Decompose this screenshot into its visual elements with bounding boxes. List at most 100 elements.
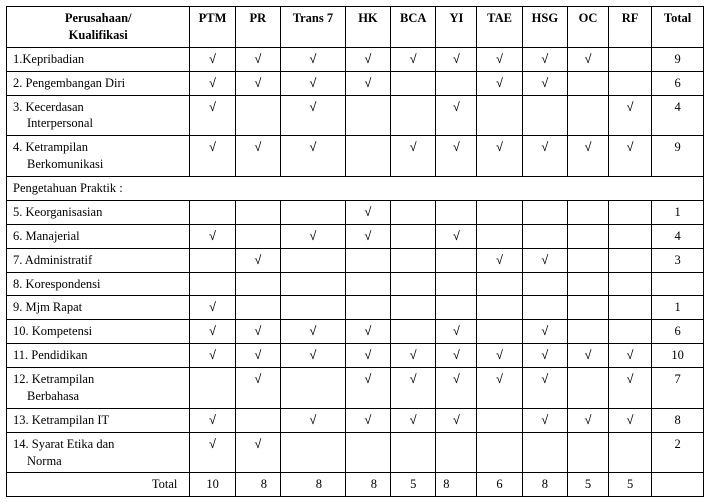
cell <box>391 272 436 296</box>
totals-cell: 5 <box>568 473 609 497</box>
cell <box>568 200 609 224</box>
cell <box>281 432 346 473</box>
cell <box>436 71 477 95</box>
header-col-hsg: HSG <box>522 7 567 48</box>
cell <box>568 224 609 248</box>
cell <box>609 320 652 344</box>
row-total: 10 <box>652 344 704 368</box>
cell <box>235 408 280 432</box>
cell: √ <box>345 320 390 344</box>
cell <box>235 200 280 224</box>
table-row: 7. Administratif√√√3 <box>7 248 704 272</box>
row-label: 14. Syarat Etika danNorma <box>7 432 190 473</box>
table-row: 8. Korespondensi <box>7 272 704 296</box>
cell: √ <box>235 136 280 177</box>
header-col-tae: TAE <box>477 7 522 48</box>
cell: √ <box>391 136 436 177</box>
cell: √ <box>609 344 652 368</box>
totals-cell: 8 <box>436 473 477 497</box>
cell <box>281 296 346 320</box>
cell <box>609 71 652 95</box>
cell: √ <box>568 344 609 368</box>
row-label: 8. Korespondensi <box>7 272 190 296</box>
header-col-oc: OC <box>568 7 609 48</box>
cell: √ <box>235 344 280 368</box>
cell: √ <box>190 136 235 177</box>
cell: √ <box>522 71 567 95</box>
cell: √ <box>522 344 567 368</box>
cell: √ <box>235 320 280 344</box>
cell: √ <box>190 344 235 368</box>
totals-cell: 10 <box>190 473 235 497</box>
cell: √ <box>609 368 652 409</box>
cell: √ <box>190 95 235 136</box>
cell: √ <box>345 344 390 368</box>
cell: √ <box>345 368 390 409</box>
cell: √ <box>522 136 567 177</box>
cell: √ <box>436 47 477 71</box>
cell <box>609 296 652 320</box>
row-total: 4 <box>652 95 704 136</box>
row-label: 13. Ketrampilan IT <box>7 408 190 432</box>
header-col-hk: HK <box>345 7 390 48</box>
cell: √ <box>391 408 436 432</box>
table-row: 10. Kompetensi√√√√√√6 <box>7 320 704 344</box>
cell <box>391 248 436 272</box>
totals-cell: 8 <box>522 473 567 497</box>
section-header: Pengetahuan Praktik : <box>7 177 704 201</box>
table-row: 11. Pendidikan√√√√√√√√√√10 <box>7 344 704 368</box>
cell: √ <box>522 47 567 71</box>
cell <box>436 248 477 272</box>
cell: √ <box>345 47 390 71</box>
cell <box>391 224 436 248</box>
cell: √ <box>190 408 235 432</box>
cell: √ <box>477 368 522 409</box>
cell: √ <box>190 432 235 473</box>
cell: √ <box>235 47 280 71</box>
row-total: 6 <box>652 71 704 95</box>
cell: √ <box>477 344 522 368</box>
row-total <box>652 272 704 296</box>
row-label: 7. Administratif <box>7 248 190 272</box>
cell <box>477 200 522 224</box>
cell: √ <box>235 432 280 473</box>
cell <box>609 272 652 296</box>
row-label: 11. Pendidikan <box>7 344 190 368</box>
row-total: 7 <box>652 368 704 409</box>
cell <box>568 95 609 136</box>
cell: √ <box>345 200 390 224</box>
cell: √ <box>436 224 477 248</box>
cell <box>281 200 346 224</box>
table-row: 5. Keorganisasian√1 <box>7 200 704 224</box>
totals-cell: 8 <box>235 473 280 497</box>
table-row: 14. Syarat Etika danNorma√√2 <box>7 432 704 473</box>
cell: √ <box>477 47 522 71</box>
cell <box>568 296 609 320</box>
cell <box>345 432 390 473</box>
table-row: 3. KecerdasanInterpersonal√√√√4 <box>7 95 704 136</box>
cell: √ <box>477 136 522 177</box>
totals-label: Total <box>7 473 190 497</box>
header-row: Perusahaan/ Kualifikasi PTMPRTrans 7HKBC… <box>7 7 704 48</box>
cell <box>391 95 436 136</box>
cell <box>391 200 436 224</box>
cell <box>477 95 522 136</box>
totals-cell: 8 <box>345 473 390 497</box>
totals-cell: 6 <box>477 473 522 497</box>
cell <box>391 432 436 473</box>
cell <box>345 296 390 320</box>
table-row: 9. Mjm Rapat√1 <box>7 296 704 320</box>
cell <box>281 368 346 409</box>
cell: √ <box>609 408 652 432</box>
cell: √ <box>281 320 346 344</box>
cell <box>609 200 652 224</box>
cell: √ <box>345 408 390 432</box>
header-col-bca: BCA <box>391 7 436 48</box>
cell: √ <box>477 71 522 95</box>
cell: √ <box>235 248 280 272</box>
cell <box>235 296 280 320</box>
cell: √ <box>190 71 235 95</box>
cell: √ <box>568 136 609 177</box>
cell <box>568 248 609 272</box>
header-col-rf: RF <box>609 7 652 48</box>
